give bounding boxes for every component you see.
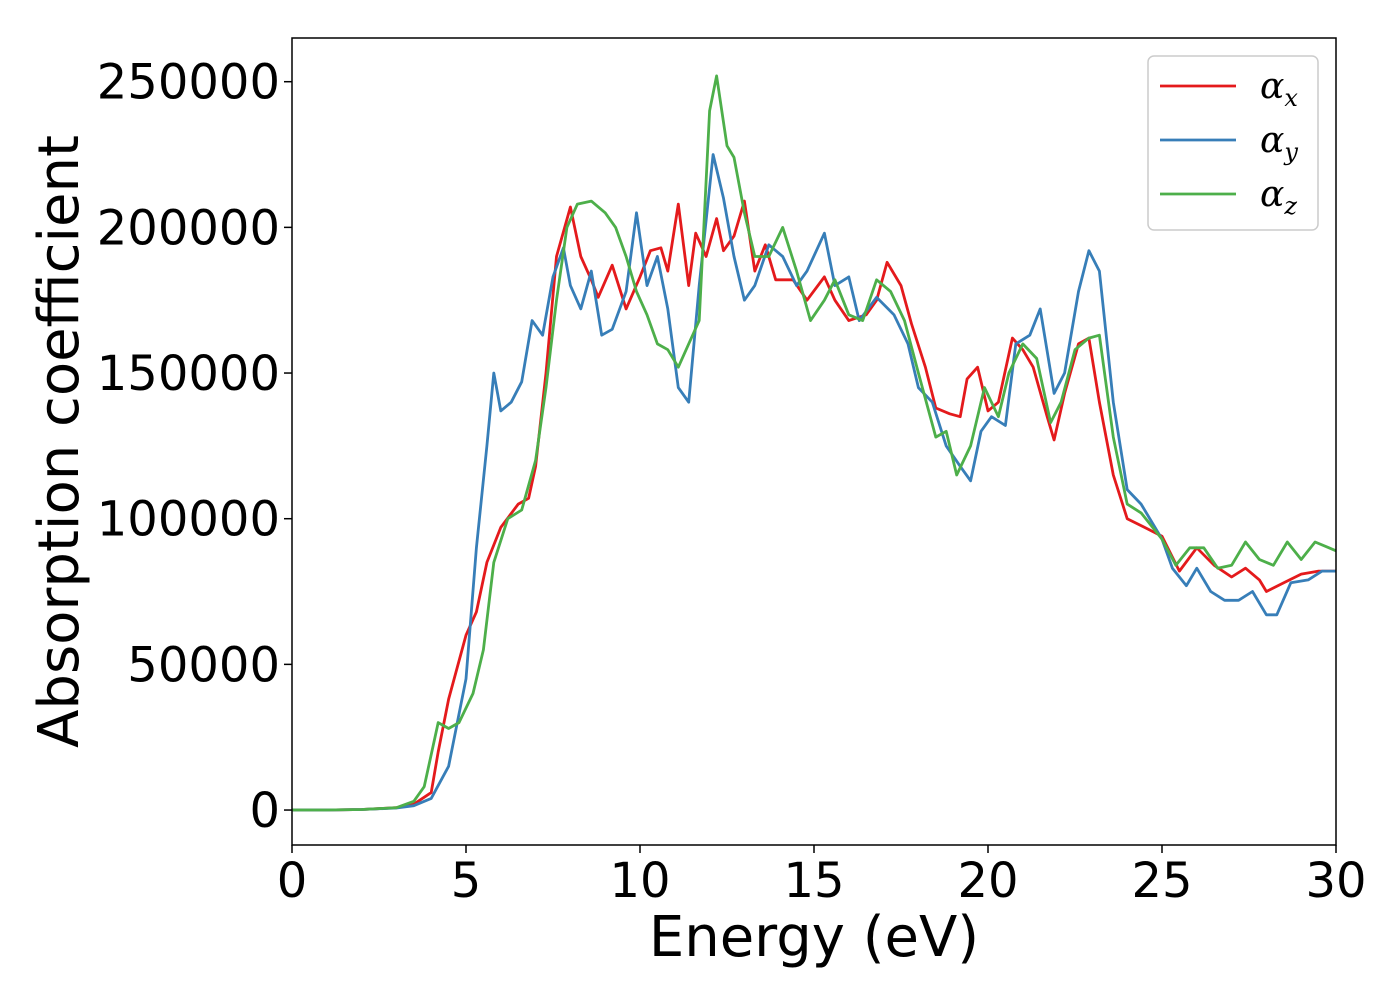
y-axis-label: Absorption coefficient — [27, 135, 92, 748]
x-tick-label: 15 — [783, 853, 844, 909]
y-tick-label: 150000 — [97, 346, 280, 402]
x-tick-label: 5 — [451, 853, 482, 909]
series-line-z — [292, 74, 1337, 812]
y-tick-label: 250000 — [97, 55, 280, 111]
series-line-y — [292, 153, 1336, 812]
x-tick-label: 25 — [1131, 853, 1192, 909]
legend-symbol: α — [1260, 174, 1284, 215]
legend-subscript: z — [1283, 192, 1297, 220]
x-axis-label: Energy (eV) — [649, 905, 979, 970]
legend-symbol: α — [1260, 120, 1284, 161]
x-tick-label: 10 — [609, 853, 670, 909]
x-axis: 0 5 10 15 20 25 30 — [277, 845, 1367, 909]
legend-subscript: x — [1284, 84, 1298, 112]
series-lines — [292, 74, 1337, 812]
legend-label-y: αy — [1260, 120, 1298, 166]
y-tick-label: 100000 — [97, 492, 280, 548]
x-tick-label: 30 — [1305, 853, 1366, 909]
x-tick-label: 0 — [277, 853, 308, 909]
legend-label-z: αz — [1260, 174, 1297, 220]
y-axis: 0 50000 100000 150000 200000 250000 — [97, 55, 292, 839]
legend-box — [1147, 55, 1319, 231]
legend-symbol: α — [1260, 66, 1284, 107]
x-tick-label: 20 — [957, 853, 1018, 909]
legend-label-x: αx — [1260, 66, 1298, 112]
y-tick-label: 200000 — [97, 200, 280, 256]
series-line-x — [292, 199, 1336, 812]
y-tick-label: 50000 — [127, 637, 280, 693]
legend-subscript: y — [1283, 138, 1298, 166]
y-tick-label: 0 — [249, 783, 280, 839]
